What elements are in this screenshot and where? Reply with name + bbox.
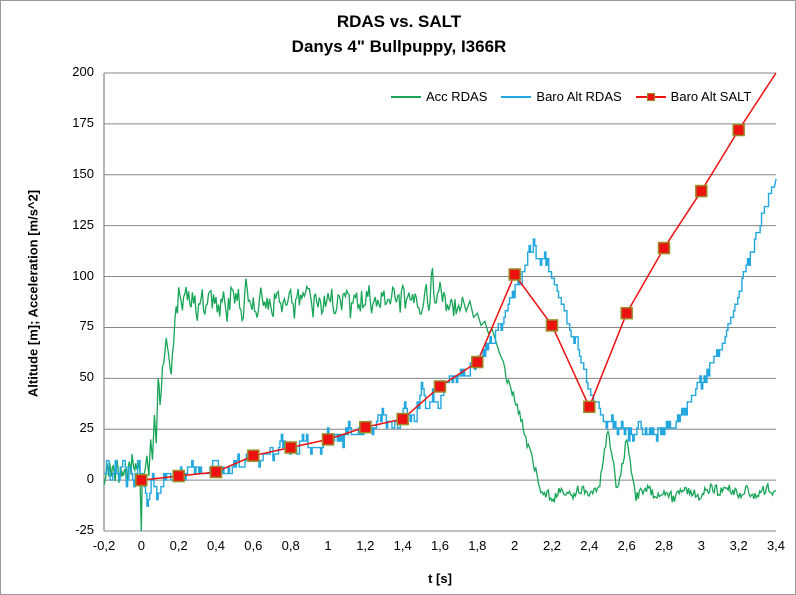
x-tick-label: 1,2 (356, 538, 375, 553)
data-point-marker (545, 319, 559, 332)
x-tick-label: 1,8 (468, 538, 487, 553)
data-point-marker (583, 400, 596, 414)
x-tick-label: 3,4 (766, 538, 786, 553)
data-point-marker (620, 306, 633, 320)
data-point-marker (396, 412, 409, 426)
legend-swatch (391, 91, 421, 103)
chart-legend: Acc RDAS Baro Alt RDAS Baro Alt SALT (391, 89, 751, 104)
x-tick-label: -0,2 (92, 538, 116, 553)
y-tick-label: 100 (72, 267, 94, 283)
legend-marker-icon (646, 92, 655, 101)
x-tick-label: 2 (511, 538, 519, 553)
data-point-marker (732, 123, 745, 137)
data-point-marker (321, 433, 335, 446)
x-tick-label: 1,6 (430, 538, 450, 553)
data-point-marker (433, 380, 447, 393)
chart-title-main: RDAS vs. SALT (336, 12, 462, 31)
x-tick-label: 1,4 (393, 538, 412, 553)
y-tick-label: 25 (79, 420, 94, 436)
data-point-marker (359, 420, 372, 434)
x-tick-label: 1 (324, 538, 332, 553)
data-point-marker (284, 441, 297, 454)
data-point-marker (508, 268, 521, 281)
chart-subtitle: Danys 4" Bullpuppy, I366R (291, 37, 507, 56)
y-tick-label: 125 (72, 216, 94, 232)
y-tick-label: 175 (72, 114, 94, 130)
y-tick-label: 75 (79, 318, 94, 334)
data-point-marker (695, 184, 708, 198)
data-point-marker (247, 449, 260, 462)
x-tick-label: 0,4 (206, 538, 226, 553)
gridlines (104, 72, 776, 532)
series-markers (135, 123, 745, 487)
series-lines (103, 72, 777, 532)
x-tick-label: 0,2 (169, 538, 188, 553)
x-tick-label: 2,4 (580, 538, 599, 553)
x-tick-label: 3,2 (729, 538, 748, 553)
x-tick-label: 0,8 (281, 538, 300, 553)
x-tick-label: 3 (697, 538, 705, 553)
x-tick-label: 2,8 (654, 538, 674, 553)
legend-entry: Acc RDAS (391, 89, 487, 104)
legend-swatch (635, 91, 666, 103)
data-point-marker (135, 473, 148, 487)
series-line-acc-rdas (103, 268, 777, 532)
chart-title: RDAS vs. SALT Danys 4" Bullpuppy, I366R (1, 9, 795, 59)
y-tick-label: 50 (79, 369, 94, 385)
legend-label: Acc RDAS (426, 89, 488, 104)
legend-swatch (501, 91, 532, 103)
y-tick-label: 0 (86, 471, 94, 487)
y-tick-label: 150 (72, 165, 94, 181)
x-tick-label: 2,6 (617, 538, 636, 553)
y-tick-label: 200 (72, 64, 94, 79)
x-tick-label: 2,2 (542, 538, 562, 553)
legend-entry: Baro Alt RDAS (501, 89, 622, 104)
data-point-marker (471, 355, 484, 369)
data-point-marker (209, 465, 223, 479)
legend-label: Baro Alt SALT (670, 89, 752, 104)
series-line-baro-alt-rdas (104, 178, 777, 507)
data-point-marker (657, 241, 671, 255)
legend-label: Baro Alt RDAS (536, 89, 622, 104)
x-tick-label: 0,6 (244, 538, 263, 553)
x-tick-label: 0 (137, 538, 145, 553)
legend-entry: Baro Alt SALT (635, 89, 752, 104)
y-tick-label: -25 (75, 522, 94, 537)
x-axis-title: t [s] (428, 571, 452, 586)
data-point-marker (172, 469, 185, 483)
